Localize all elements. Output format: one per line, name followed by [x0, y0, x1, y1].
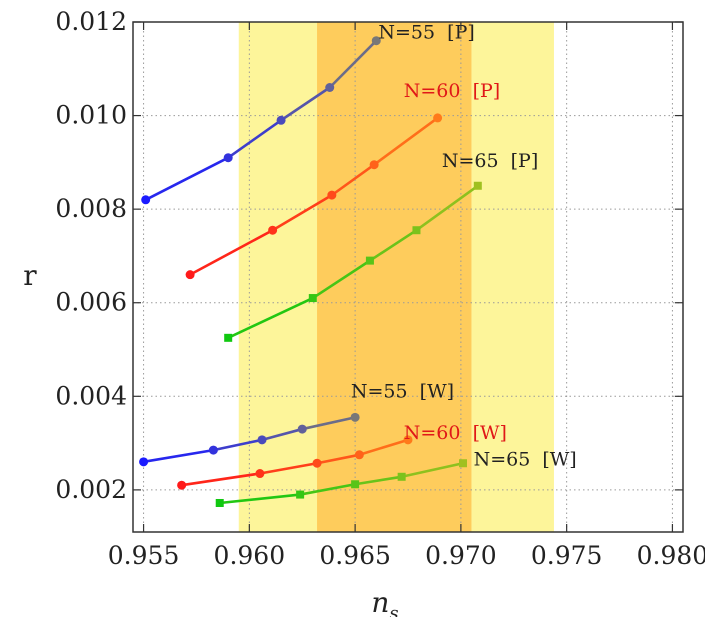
series-segment-n-55-p — [226, 118, 283, 159]
data-point-n-55-p — [223, 153, 233, 163]
series-segment-n-60-w — [315, 453, 361, 465]
series-segment-n-60-p — [330, 163, 376, 197]
x-tick-label: 0.955 — [108, 541, 180, 570]
x-axis-title: ns — [371, 586, 398, 617]
data-point-n-55-p — [325, 83, 335, 93]
series-segment-n-60-w — [180, 472, 262, 487]
data-point-n-60-p — [433, 113, 443, 123]
series-labels: N=55 [P] N=60 [P] N=65 [P] N=55 [W] N=60 [W]… — [351, 21, 577, 470]
data-point-n-60-p — [185, 270, 195, 280]
series-segment-n-55-w — [142, 448, 215, 464]
data-point-n-55-w — [297, 424, 307, 434]
data-point-n-55-p — [371, 36, 381, 46]
y-tick-label: 0.004 — [55, 381, 127, 410]
series-markers — [139, 36, 482, 507]
series-segment-n-60-p — [188, 228, 274, 276]
data-point-n-65-w — [215, 498, 224, 507]
data-point-n-65-w — [296, 490, 305, 499]
data-point-n-55-p — [141, 195, 151, 205]
series-label: N=55 [W] — [351, 381, 454, 403]
data-point-n-55-p — [276, 115, 286, 125]
series-segment-n-55-w — [300, 416, 357, 431]
series-segment-n-65-p — [415, 184, 480, 232]
series-segment-n-60-p — [372, 116, 439, 167]
x-tick-label: 0.960 — [214, 541, 286, 570]
data-point-n-65-w — [459, 459, 467, 468]
series-label: N=55 [P] — [378, 21, 474, 43]
grid-lines — [133, 22, 683, 532]
data-point-n-65-w — [351, 480, 360, 489]
x-tick-label: 0.975 — [531, 541, 603, 570]
y-tick-label: 0.010 — [55, 101, 127, 130]
data-point-n-65-p — [308, 294, 317, 303]
data-point-n-65-p — [224, 333, 233, 342]
data-point-n-65-p — [412, 226, 421, 235]
series-segment-n-65-p — [311, 259, 372, 300]
y-tick-label: 0.006 — [55, 288, 127, 317]
series-label: N=60 [P] — [404, 80, 500, 102]
tick-labels: 0.955 0.960 0.965 0.970 0.975 0.980 0.002 0.004… — [55, 7, 705, 570]
data-point-n-55-w — [208, 445, 218, 455]
plot-frame — [132, 21, 684, 533]
series-segment-n-65-w — [298, 482, 357, 496]
axis-ticks — [133, 21, 683, 532]
series-label: N=60 [W] — [404, 422, 507, 444]
series-segment-n-65-w — [353, 475, 403, 486]
series-segment-n-65-w — [400, 461, 465, 479]
x-tick-label: 0.970 — [425, 541, 497, 570]
ns-bands — [238, 22, 554, 532]
data-point-n-60-p — [369, 160, 379, 170]
data-point-n-65-w — [397, 472, 406, 481]
series-segment-n-55-p — [144, 156, 230, 202]
y-axis-title: r — [23, 259, 37, 292]
series-segment-n-60-p — [271, 193, 334, 232]
series-segment-n-55-w — [260, 427, 304, 442]
x-axis-title-subscript: s — [389, 603, 398, 617]
data-point-n-60-w — [312, 458, 322, 468]
data-point-n-65-p — [473, 181, 482, 190]
series-segment-n-65-w — [218, 493, 302, 505]
data-point-n-55-w — [257, 435, 267, 445]
series-segment-n-60-w — [258, 461, 319, 475]
data-point-n-55-w — [139, 457, 149, 467]
data-point-n-60-p — [268, 225, 278, 235]
data-point-n-60-p — [327, 190, 337, 200]
series-segment-n-65-p — [226, 296, 315, 340]
data-point-n-60-w — [354, 450, 364, 460]
series-lines — [142, 39, 480, 505]
series-label: N=65 [P] — [442, 150, 538, 172]
data-point-n-65-p — [365, 256, 374, 265]
data-point-n-60-w — [403, 435, 413, 445]
x-tick-label: 0.980 — [637, 541, 705, 570]
x-tick-label: 0.965 — [319, 541, 391, 570]
series-segment-n-55-p — [328, 39, 378, 89]
series-segment-n-55-p — [279, 86, 332, 122]
y-tick-label: 0.012 — [55, 7, 127, 36]
y-tick-label: 0.002 — [55, 475, 127, 504]
data-point-n-60-w — [255, 469, 265, 479]
data-point-n-55-w — [350, 412, 360, 422]
series-segment-n-65-p — [368, 228, 418, 262]
series-label: N=65 [W] — [474, 449, 577, 471]
y-tick-label: 0.008 — [55, 194, 127, 223]
series-segment-n-60-w — [358, 438, 410, 457]
data-point-n-60-w — [177, 480, 187, 490]
series-segment-n-55-w — [212, 438, 264, 452]
